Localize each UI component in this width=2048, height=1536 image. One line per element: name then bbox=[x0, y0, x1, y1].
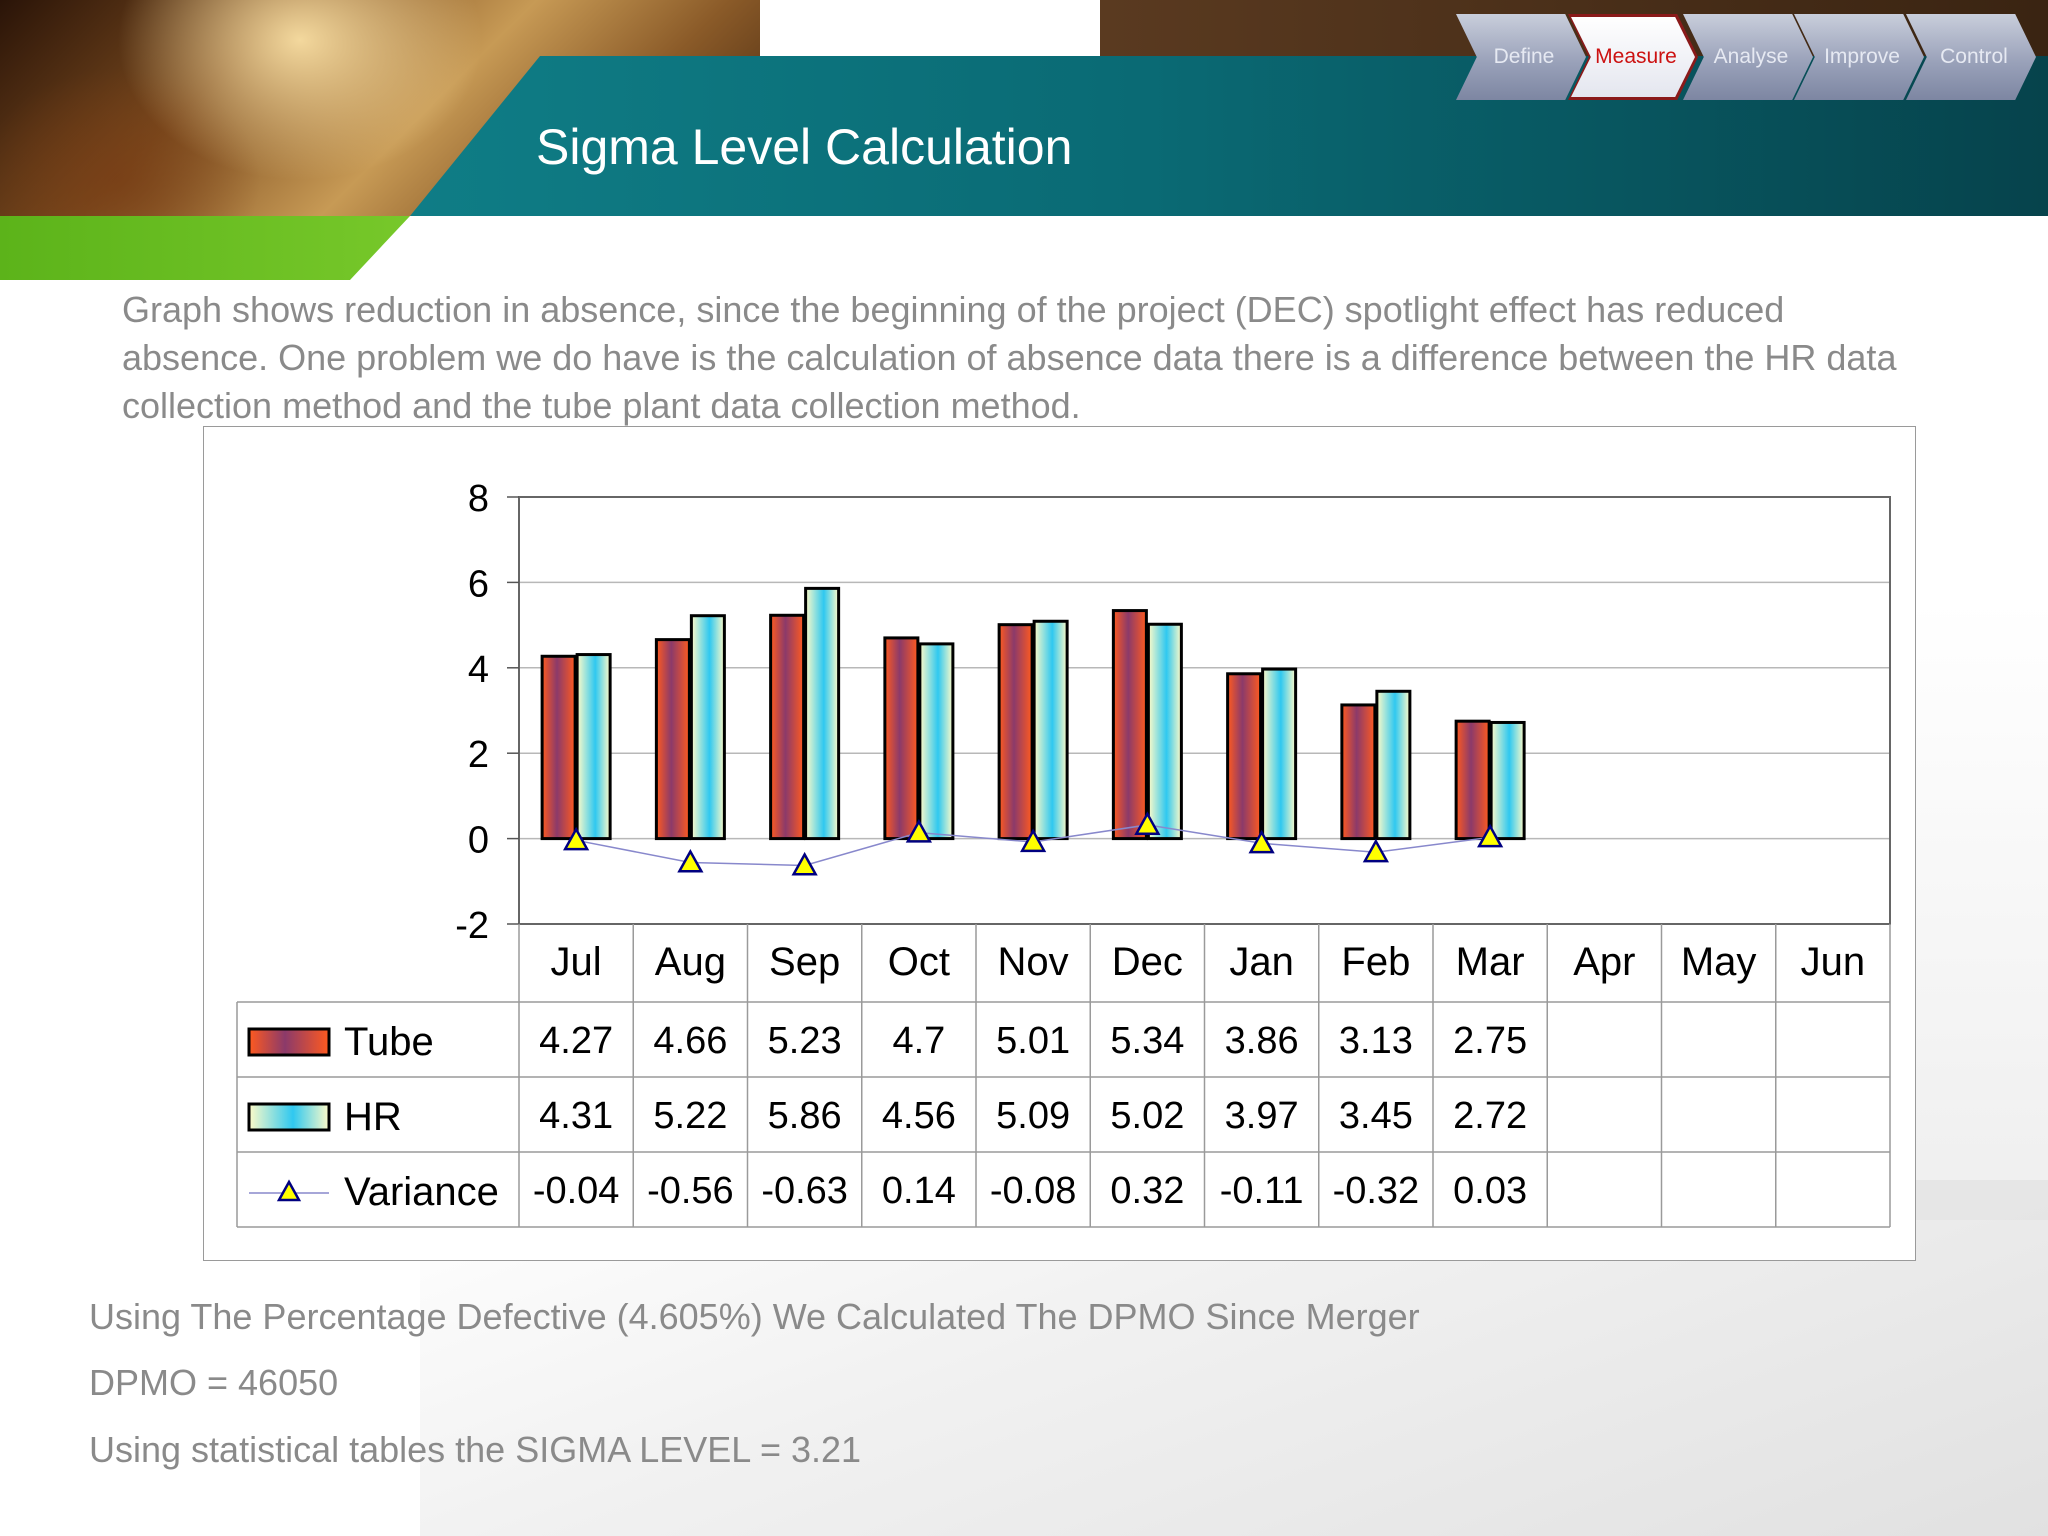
table-cell-variance: -0.11 bbox=[1220, 1170, 1304, 1212]
x-category-label: Sep bbox=[769, 940, 840, 984]
dmaic-navigation: Define Measure Analyse Improve Control bbox=[1456, 14, 2042, 100]
bar-hr-jan bbox=[1261, 667, 1298, 841]
x-category-label: Aug bbox=[655, 940, 726, 984]
table-cell-hr: 5.86 bbox=[768, 1095, 842, 1137]
table-cell-tube: 2.75 bbox=[1453, 1020, 1527, 1062]
legend-label-hr: HR bbox=[344, 1095, 402, 1139]
variance-marker-sep bbox=[791, 851, 818, 876]
x-category-label: Feb bbox=[1341, 940, 1410, 984]
variance-marker-dec bbox=[1134, 811, 1161, 835]
table-cell-hr: 5.09 bbox=[996, 1095, 1070, 1137]
intro-paragraph: Graph shows reduction in absence, since … bbox=[122, 289, 1897, 426]
bar-hr-aug bbox=[689, 614, 726, 841]
variance-marker-aug bbox=[677, 848, 704, 873]
table-cell-variance: 0.14 bbox=[882, 1170, 956, 1212]
bar-tube-mar bbox=[1454, 719, 1491, 841]
bar-tube-jan bbox=[1226, 672, 1263, 841]
bar-hr-mar bbox=[1489, 720, 1526, 841]
table-cell-hr: 5.02 bbox=[1110, 1095, 1184, 1137]
table-cell-variance: 0.03 bbox=[1453, 1170, 1527, 1212]
table-cell-tube: 5.34 bbox=[1110, 1020, 1184, 1062]
y-tick-label: 0 bbox=[468, 820, 489, 862]
variance-marker-jan bbox=[1248, 829, 1275, 854]
bar-hr-dec bbox=[1146, 622, 1183, 841]
footer-dpmo-value: DPMO = 46050 bbox=[89, 1362, 339, 1403]
variance-marker-jul bbox=[563, 826, 590, 851]
legend-label-variance: Variance bbox=[344, 1170, 499, 1214]
bar-hr-sep bbox=[804, 586, 841, 841]
table-cell-hr: 4.31 bbox=[539, 1095, 613, 1137]
table-cell-tube: 5.23 bbox=[768, 1020, 842, 1062]
x-category-label: Apr bbox=[1573, 940, 1635, 984]
bar-tube-oct bbox=[883, 636, 920, 841]
header-divider bbox=[410, 216, 2048, 280]
y-tick-label: 6 bbox=[468, 563, 489, 605]
dmaic-step-control[interactable]: Control bbox=[1906, 14, 2036, 100]
bar-hr-jul bbox=[575, 653, 612, 841]
legend-key-marker bbox=[276, 1179, 302, 1202]
chart-frame: 8 6 4 2 0 -2 Jul Aug Sep Oct Nov Dec Jan Feb Mar Apr Ma… bbox=[203, 426, 1916, 1261]
legend-label-tube: Tube bbox=[344, 1020, 434, 1064]
table-cell-variance: 0.32 bbox=[1110, 1170, 1184, 1212]
bar-hr-feb bbox=[1375, 689, 1412, 841]
footer-dpmo-method: Using The Percentage Defective (4.605%) … bbox=[89, 1296, 1420, 1337]
table-cell-tube: 5.01 bbox=[996, 1020, 1070, 1062]
table-cell-tube: 4.7 bbox=[892, 1020, 945, 1062]
table-cell-variance: -0.32 bbox=[1333, 1170, 1420, 1212]
x-category-label: May bbox=[1681, 940, 1757, 984]
variance-marker-feb bbox=[1362, 838, 1389, 863]
table-cell-tube: 4.27 bbox=[539, 1020, 613, 1062]
table-cell-variance: -0.63 bbox=[761, 1170, 848, 1212]
x-category-label: Dec bbox=[1112, 940, 1183, 984]
table-cell-variance: -0.08 bbox=[990, 1170, 1077, 1212]
x-category-label: Oct bbox=[888, 940, 950, 984]
x-category-label: Mar bbox=[1456, 940, 1525, 984]
x-category-label: Jan bbox=[1229, 940, 1294, 984]
bar-hr-oct bbox=[918, 642, 955, 841]
dmaic-step-measure[interactable]: Measure bbox=[1571, 17, 1695, 97]
y-tick-label: 4 bbox=[468, 649, 489, 691]
table-cell-hr: 2.72 bbox=[1453, 1095, 1527, 1137]
table-cell-tube: 3.13 bbox=[1339, 1020, 1413, 1062]
table-cell-hr: 5.22 bbox=[653, 1095, 727, 1137]
table-cell-hr: 3.97 bbox=[1225, 1095, 1299, 1137]
variance-marker-mar bbox=[1477, 823, 1504, 848]
table-cell-tube: 4.66 bbox=[653, 1020, 727, 1062]
bar-tube-jul bbox=[540, 654, 577, 841]
table-cell-variance: -0.04 bbox=[533, 1170, 620, 1212]
dmaic-step-define[interactable]: Define bbox=[1456, 14, 1586, 100]
table-cell-variance: -0.56 bbox=[647, 1170, 734, 1212]
x-category-label: Jul bbox=[551, 940, 602, 984]
y-tick-label: -2 bbox=[455, 905, 489, 947]
bar-tube-aug bbox=[654, 638, 691, 841]
table-cell-hr: 3.45 bbox=[1339, 1095, 1413, 1137]
bar-tube-dec bbox=[1111, 609, 1148, 841]
accent-band bbox=[0, 216, 410, 280]
bar-tube-nov bbox=[997, 623, 1034, 841]
y-tick-label: 8 bbox=[468, 478, 489, 520]
table-cell-tube: 3.86 bbox=[1225, 1020, 1299, 1062]
x-category-label: Nov bbox=[998, 940, 1069, 984]
bar-hr-nov bbox=[1032, 619, 1069, 841]
legend-key-tube bbox=[247, 1027, 331, 1057]
footer-sigma-level: Using statistical tables the SIGMA LEVEL… bbox=[89, 1429, 862, 1470]
table-cell-hr: 4.56 bbox=[882, 1095, 956, 1137]
dmaic-step-analyse[interactable]: Analyse bbox=[1683, 14, 1813, 100]
legend-key-hr bbox=[247, 1102, 331, 1132]
absence-chart: 8 6 4 2 0 -2 Jul Aug Sep Oct Nov Dec Jan Feb Mar Apr Ma… bbox=[236, 478, 1891, 1228]
x-category-label: Jun bbox=[1801, 940, 1866, 984]
bar-tube-sep bbox=[769, 613, 806, 841]
variance-marker-oct bbox=[905, 819, 932, 843]
dmaic-step-improve[interactable]: Improve bbox=[1794, 14, 1924, 100]
page-title: Sigma Level Calculation bbox=[536, 119, 1073, 175]
y-tick-label: 2 bbox=[468, 734, 489, 776]
variance-marker-nov bbox=[1020, 828, 1047, 853]
bar-tube-feb bbox=[1340, 703, 1377, 841]
